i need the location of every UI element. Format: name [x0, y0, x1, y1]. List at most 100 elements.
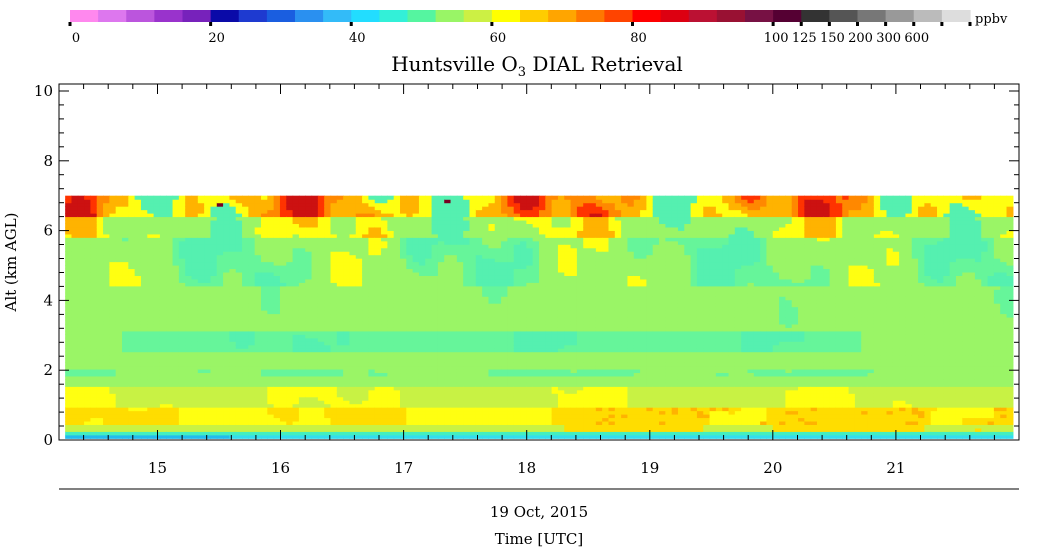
heatmap-cell [450, 424, 458, 429]
heatmap-cell [324, 431, 332, 436]
heatmap-cell [298, 306, 306, 311]
heatmap-cell [229, 219, 237, 225]
heatmap-cell [273, 351, 281, 356]
heatmap-cell [77, 310, 85, 315]
heatmap-cell [210, 330, 218, 335]
heatmap-cell [267, 410, 275, 415]
heatmap-cell [349, 386, 357, 391]
heatmap-cell [223, 365, 231, 370]
heatmap-cell [387, 264, 395, 270]
heatmap-cell [122, 261, 129, 266]
heatmap-cell [381, 209, 388, 214]
heatmap-cell [437, 251, 445, 256]
heatmap-cell [343, 403, 351, 408]
heatmap-cell [336, 341, 344, 346]
heatmap-cell [482, 199, 490, 204]
heatmap-cell [166, 400, 174, 405]
heatmap-cell [166, 195, 174, 200]
heatmap-cell [412, 296, 420, 301]
heatmap-cell [71, 330, 79, 335]
heatmap-cell [330, 417, 338, 422]
heatmap-cell [185, 316, 193, 322]
heatmap-cell [311, 216, 319, 221]
heatmap-cell [406, 327, 414, 332]
heatmap-cell [128, 389, 136, 394]
heatmap-cell [128, 251, 136, 256]
heatmap-cell [185, 400, 193, 405]
heatmap-cell [437, 209, 445, 214]
heatmap-cell [437, 230, 445, 235]
heatmap-cell [90, 261, 98, 266]
heatmap-cell [330, 237, 338, 242]
heatmap-cell [185, 206, 193, 211]
heatmap-cell [311, 292, 319, 297]
heatmap-cell [469, 372, 477, 377]
heatmap-cell [501, 237, 509, 242]
heatmap-cell [279, 230, 287, 235]
heatmap-cell [229, 202, 237, 207]
heatmap-cell [374, 327, 382, 332]
heatmap-cell [412, 223, 420, 228]
heatmap-cell [65, 389, 73, 394]
heatmap-cell [185, 393, 193, 398]
heatmap-cell [267, 320, 275, 325]
heatmap-cell [273, 344, 281, 349]
heatmap-cell [261, 389, 268, 394]
heatmap-cell [336, 355, 344, 360]
heatmap-cell [166, 427, 174, 432]
heatmap-cell [216, 233, 224, 238]
heatmap-cell [191, 292, 199, 297]
heatmap-cell [267, 282, 275, 287]
heatmap-cell [65, 403, 73, 408]
heatmap-cell [153, 358, 161, 363]
heatmap-cell [406, 323, 414, 328]
heatmap-cell [336, 296, 344, 301]
heatmap-cell [65, 230, 73, 235]
heatmap-cell [254, 226, 262, 231]
heatmap-cell [223, 382, 231, 387]
heatmap-cell [469, 202, 477, 207]
heatmap-cell [298, 209, 306, 214]
heatmap-cell [216, 424, 224, 429]
heatmap-cell [172, 407, 180, 412]
heatmap-cell [431, 400, 439, 405]
heatmap-cell [324, 278, 332, 283]
heatmap-cell [197, 348, 205, 353]
heatmap-cell [324, 351, 332, 356]
heatmap-cell [387, 431, 395, 436]
heatmap-cell [355, 320, 363, 325]
heatmap-cell [368, 251, 376, 256]
heatmap-cell [387, 278, 395, 283]
heatmap-cell [134, 431, 142, 436]
heatmap-cell [343, 209, 351, 214]
heatmap-cell [77, 414, 85, 419]
heatmap-cell [298, 251, 306, 256]
heatmap-cell [115, 247, 123, 252]
heatmap-cell [292, 289, 300, 294]
heatmap-cell [216, 244, 224, 249]
heatmap-cell [96, 264, 104, 270]
heatmap-cell [305, 427, 313, 432]
heatmap-cell [343, 400, 351, 405]
heatmap-cell [400, 386, 407, 391]
heatmap-cell [456, 372, 464, 377]
heatmap-cell [324, 195, 332, 200]
heatmap-cell [488, 202, 496, 207]
heatmap-cell [84, 337, 92, 342]
heatmap-cell [469, 355, 477, 360]
heatmap-cell [77, 195, 85, 200]
heatmap-cell [96, 348, 104, 353]
heatmap-cell [292, 386, 300, 391]
heatmap-cell [437, 389, 445, 394]
heatmap-cell [343, 431, 351, 436]
heatmap-cell [191, 247, 199, 252]
heatmap-cell [261, 258, 268, 263]
heatmap-cell [77, 341, 85, 346]
heatmap-cell [286, 237, 294, 242]
heatmap-cell [223, 323, 231, 328]
heatmap-cell [122, 407, 129, 412]
heatmap-cell [71, 407, 79, 412]
heatmap-cell [103, 362, 110, 367]
heatmap-cell [425, 268, 433, 273]
heatmap-cell [469, 386, 477, 391]
